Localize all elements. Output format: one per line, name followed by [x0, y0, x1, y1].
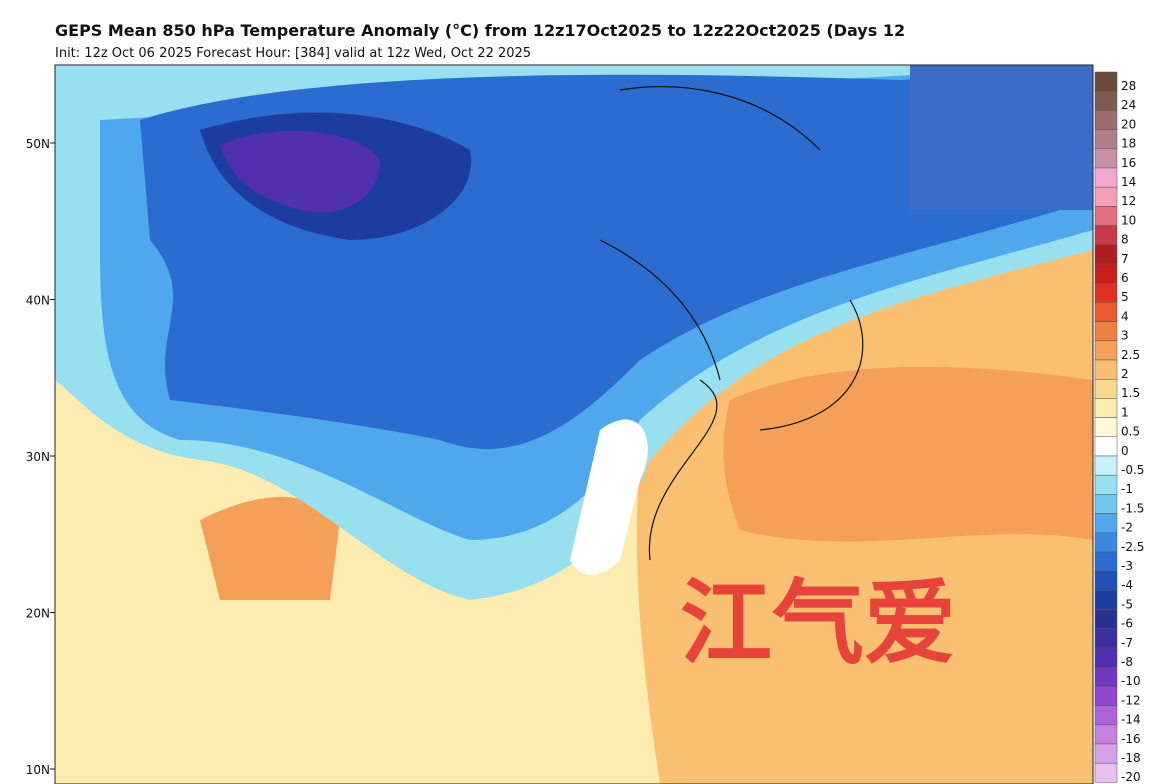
subtitle: Init: 12z Oct 06 2025 Forecast Hour: [38…	[55, 46, 531, 61]
colorbar-cell	[1094, 455, 1118, 476]
latitude-label: 30N	[26, 450, 50, 464]
cold-region	[220, 130, 380, 213]
colorbar-cell	[1094, 321, 1118, 342]
colorbar-cell	[1094, 551, 1118, 572]
overlay-patch	[910, 65, 1093, 210]
colorbar-label: -7	[1121, 636, 1133, 650]
colorbar-label: 1.5	[1121, 386, 1140, 400]
colorbar-cell	[1094, 167, 1118, 188]
colorbar-label: 2	[1121, 367, 1129, 381]
colorbar-cell	[1094, 590, 1118, 610]
colorbar-cell	[1094, 417, 1118, 438]
latitude-label: 20N	[26, 607, 50, 621]
colorbar-cell	[1094, 609, 1118, 630]
colorbar-label: -2	[1121, 521, 1133, 535]
colorbar-label: -8	[1121, 655, 1133, 669]
neutral-region	[570, 419, 648, 575]
watermark: 江气爱	[680, 570, 956, 677]
colorbar-label: 28	[1121, 79, 1136, 93]
colorbar-label: -16	[1121, 732, 1141, 746]
colorbar-label: 18	[1121, 137, 1136, 151]
colorbar-cell	[1094, 186, 1118, 207]
colorbar-label: -1	[1121, 482, 1133, 496]
colorbar-cell	[1094, 686, 1118, 706]
colorbar-cell	[1094, 225, 1118, 246]
colorbar-label: -14	[1121, 713, 1141, 727]
colorbar-cell	[1094, 494, 1118, 514]
colorbar-label: 24	[1121, 98, 1136, 112]
colorbar-label: -4	[1121, 578, 1133, 592]
colorbar-label: 10	[1121, 213, 1136, 227]
coastline	[599, 86, 864, 561]
colorbar-label: 3	[1121, 329, 1129, 343]
colorbar-cell	[1094, 532, 1118, 553]
colorbar-label: -6	[1121, 617, 1133, 631]
latitude-label: 40N	[26, 294, 50, 308]
colorbar-cell	[1094, 340, 1118, 361]
colorbar-label: -3	[1121, 559, 1133, 573]
colorbar-label: 20	[1121, 117, 1136, 131]
colorbar-label: 5	[1121, 290, 1129, 304]
colorbar-cell	[1094, 628, 1118, 649]
colorbar-label: -5	[1121, 597, 1133, 611]
colorbar-cell	[1094, 762, 1118, 783]
colorbar-label: 14	[1121, 175, 1136, 189]
colorbar-cell	[1094, 474, 1118, 495]
colorbar-label: -18	[1121, 751, 1141, 765]
colorbar-label: 6	[1121, 271, 1129, 285]
colorbar-label: 0	[1121, 444, 1129, 458]
colorbar-cell	[1094, 206, 1118, 226]
colorbar-cell	[1094, 705, 1118, 726]
colorbar-cell	[1094, 148, 1118, 169]
latitude-label: 50N	[26, 137, 50, 151]
colorbar-cell	[1094, 724, 1118, 745]
colorbar-label: -12	[1121, 693, 1141, 707]
colorbar-cell	[1094, 378, 1118, 399]
map: 江气爱	[54, 64, 1094, 784]
colorbar-label: -1.5	[1121, 501, 1144, 515]
colorbar-label: -20	[1121, 770, 1141, 784]
colorbar-label: 2.5	[1121, 348, 1140, 362]
colorbar-label: -10	[1121, 674, 1141, 688]
colorbar-cell	[1094, 570, 1118, 591]
colorbar-cell	[1094, 263, 1118, 284]
colorbar-cell	[1094, 666, 1118, 687]
colorbar-cell	[1094, 436, 1118, 457]
colorbar-cell	[1094, 129, 1118, 150]
colorbar-cell	[1094, 244, 1118, 265]
colorbar-label: 8	[1121, 233, 1129, 247]
warm-region	[200, 496, 340, 600]
colorbar-cell	[1094, 110, 1118, 130]
colorbar-cell	[1094, 302, 1118, 322]
colorbar-label: -0.5	[1121, 463, 1144, 477]
colorbar-cell	[1094, 398, 1118, 418]
colorbar-cell	[1094, 513, 1118, 534]
title: GEPS Mean 850 hPa Temperature Anomaly (°…	[55, 21, 905, 40]
latitude-labels: 50N 40N 30N 20N 10N	[26, 137, 55, 777]
colorbar-cell	[1094, 743, 1118, 764]
colorbar-label: 4	[1121, 309, 1129, 323]
colorbar-cell	[1094, 359, 1118, 380]
colorbar-cell	[1094, 71, 1118, 92]
colorbar-label: 12	[1121, 194, 1136, 208]
colorbar-cell	[1094, 282, 1118, 303]
colorbar-label: 16	[1121, 156, 1136, 170]
map-frame	[54, 64, 1094, 784]
warm-region	[723, 366, 1093, 542]
colorbar-label: 0.5	[1121, 425, 1140, 439]
colorbar-label: -2.5	[1121, 540, 1144, 554]
latitude-label: 10N	[26, 763, 50, 777]
colorbar-label: 7	[1121, 252, 1129, 266]
colorbar: 28 24 20 18 16 14 12 10 8 7 6 5 4 3 2.5 2 1.5 1 0.5 0 -0.5 -1…	[1094, 71, 1144, 784]
colorbar-label: 1	[1121, 405, 1129, 419]
colorbar-cell	[1094, 90, 1118, 111]
colorbar-cell	[1094, 647, 1118, 668]
